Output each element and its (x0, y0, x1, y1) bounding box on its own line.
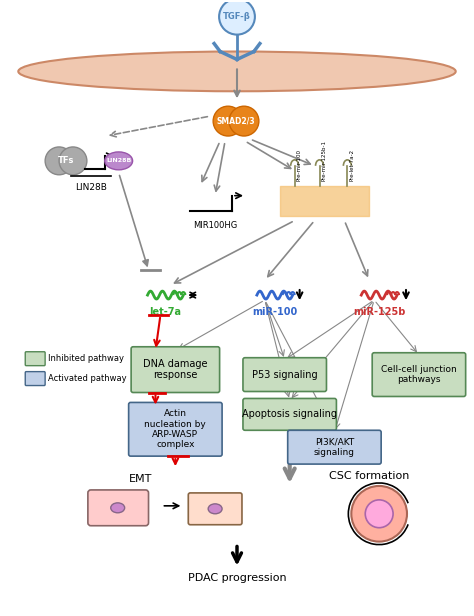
FancyBboxPatch shape (243, 399, 337, 431)
Text: MIR100HG: MIR100HG (193, 221, 237, 230)
Text: TGF-β: TGF-β (223, 12, 251, 21)
Text: Apoptosis signaling: Apoptosis signaling (242, 410, 337, 419)
FancyBboxPatch shape (25, 371, 45, 386)
Ellipse shape (111, 503, 125, 513)
Text: TFs: TFs (58, 156, 74, 165)
Text: Actin
nucleation by
ARP-WASP
complex: Actin nucleation by ARP-WASP complex (145, 409, 206, 450)
Text: CSC formation: CSC formation (329, 471, 410, 481)
FancyBboxPatch shape (188, 493, 242, 525)
Text: SMAD2/3: SMAD2/3 (217, 116, 255, 126)
Text: EMT: EMT (129, 474, 152, 484)
Circle shape (365, 500, 393, 528)
Text: Pre-mir-100: Pre-mir-100 (297, 148, 301, 180)
Text: Pre-mir-125b-1: Pre-mir-125b-1 (321, 140, 327, 180)
FancyBboxPatch shape (243, 358, 327, 392)
FancyBboxPatch shape (288, 431, 381, 464)
Ellipse shape (208, 504, 222, 514)
Text: let-7a: let-7a (149, 307, 182, 317)
Text: Activated pathway: Activated pathway (48, 374, 127, 383)
Text: PDAC progression: PDAC progression (188, 573, 286, 583)
Text: PI3K/AKT
signaling: PI3K/AKT signaling (314, 437, 355, 457)
Text: Inhibited pathway: Inhibited pathway (48, 354, 124, 363)
FancyBboxPatch shape (88, 490, 148, 525)
Text: miR-125b: miR-125b (353, 307, 405, 317)
FancyBboxPatch shape (372, 353, 465, 397)
Text: DNA damage
response: DNA damage response (143, 359, 208, 381)
Circle shape (219, 0, 255, 34)
Text: LIN28B: LIN28B (75, 183, 107, 192)
Ellipse shape (18, 52, 456, 91)
FancyBboxPatch shape (128, 402, 222, 456)
Circle shape (229, 106, 259, 136)
FancyBboxPatch shape (131, 347, 219, 392)
Circle shape (213, 106, 243, 136)
Text: P53 signaling: P53 signaling (252, 370, 318, 379)
Text: Cell-cell junction
pathways: Cell-cell junction pathways (381, 365, 457, 384)
Circle shape (45, 147, 73, 175)
Text: Pre-let-7a-2: Pre-let-7a-2 (349, 148, 355, 180)
FancyBboxPatch shape (25, 352, 45, 366)
Circle shape (351, 486, 407, 541)
Circle shape (59, 147, 87, 175)
Text: miR-100: miR-100 (252, 307, 297, 317)
Ellipse shape (105, 152, 133, 170)
Text: LIN28B: LIN28B (106, 158, 131, 163)
